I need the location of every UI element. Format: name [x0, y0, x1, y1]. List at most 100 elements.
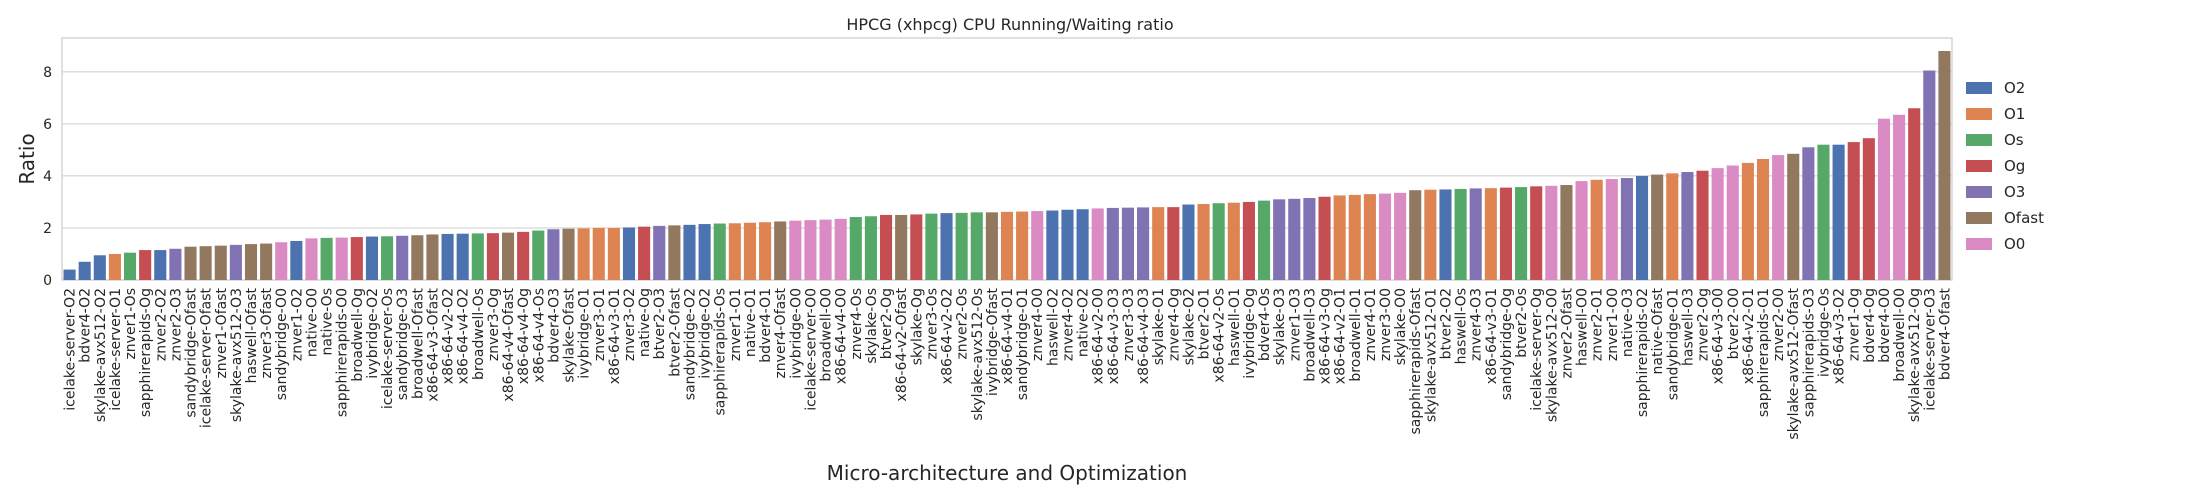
x-tick-label: native-O1: [743, 288, 759, 357]
bar: [517, 231, 530, 280]
legend-label: Os: [2004, 131, 2024, 149]
x-tick-label: skylake-avx512-Ofast: [1786, 287, 1802, 439]
bar: [1182, 204, 1195, 280]
x-tick-label: znver4-O3: [1469, 288, 1485, 361]
x-tick-label: btver2-Og: [879, 288, 895, 359]
x-tick-label: x86-64-v2-Os: [1212, 288, 1228, 383]
x-tick-label: broadwell-O1: [1348, 288, 1364, 382]
bar: [1938, 51, 1951, 280]
x-tick-label: skylake-Og: [909, 288, 925, 365]
bar: [154, 250, 167, 280]
x-tick-label: x86-64-v2-O2: [940, 288, 956, 384]
legend-swatch: [1966, 160, 1992, 172]
bar: [743, 222, 757, 280]
x-tick-label: native-O0: [304, 288, 320, 357]
x-tick-label: ivybridge-Og: [1242, 288, 1258, 379]
bar: [1031, 211, 1044, 280]
bar: [532, 230, 545, 280]
bar: [1726, 165, 1739, 280]
x-tick-label: btver2-Ofast: [667, 288, 683, 377]
x-tick-label: znver1-Og: [1847, 288, 1863, 361]
x-tick-label: haswell-O0: [1575, 288, 1591, 366]
x-tick-label: znver2-Ofast: [1559, 288, 1575, 379]
bar: [1908, 108, 1921, 281]
y-tick-label: 0: [43, 273, 52, 289]
x-tick-label: znver3-O3: [1121, 288, 1137, 361]
bar: [1923, 70, 1936, 280]
bar: [1515, 187, 1528, 280]
x-tick-label: broadwell-O0: [819, 288, 835, 382]
x-tick-label: x86-64-v3-O3: [1106, 288, 1122, 384]
x-tick-label: znver2-Og: [1696, 288, 1712, 361]
x-tick-label: haswell-O3: [1680, 288, 1696, 366]
bar: [1832, 144, 1845, 280]
bar: [1530, 186, 1543, 280]
bar: [759, 222, 772, 280]
bar: [1333, 195, 1346, 280]
x-tick-label: x86-64-v4-O0: [834, 288, 850, 384]
legend-swatch: [1966, 186, 1992, 198]
bar: [653, 225, 666, 280]
x-tick-label: znver1-O0: [1605, 288, 1621, 361]
x-tick-label: skylake-O0: [1393, 288, 1409, 365]
x-tick-label: znver2-O1: [1590, 288, 1606, 361]
x-tick-label: znver2-O2: [153, 288, 169, 361]
bar: [350, 237, 363, 280]
bar: [1560, 185, 1573, 280]
bar: [260, 243, 273, 280]
bar: [1635, 175, 1649, 280]
x-tick-label: znver4-O0: [1030, 288, 1046, 361]
x-tick-label: native-Os: [320, 288, 336, 355]
bar: [804, 220, 817, 280]
x-tick-label: broadwell-O0: [1892, 288, 1908, 382]
x-tick-label: bdver4-O3: [546, 288, 562, 363]
bar: [622, 227, 636, 280]
x-tick-label: sapphirerapids-O0: [335, 288, 351, 417]
bar: [940, 213, 953, 280]
bar: [1590, 179, 1603, 280]
x-tick-label: haswell-Os: [1454, 288, 1470, 364]
x-tick-label: btver2-O1: [1197, 288, 1213, 359]
x-tick-label: x86-64-v4-Og: [516, 288, 532, 384]
bar: [1484, 188, 1497, 280]
bars: [63, 51, 1951, 281]
x-tick-label: znver1-O2: [289, 288, 305, 361]
bar: [396, 235, 409, 280]
x-tick-label: haswell-O2: [1045, 288, 1061, 366]
x-tick-label: btver2-O3: [652, 288, 668, 359]
x-tick-label: ivybridge-O2: [365, 288, 381, 379]
x-tick-label: native-Ofast: [1650, 287, 1666, 374]
bar: [592, 227, 605, 280]
bar: [1620, 177, 1633, 280]
bar: [214, 245, 227, 280]
bar: [1348, 194, 1361, 280]
x-tick-label: ivybridge-O0: [788, 288, 804, 379]
legend-label: O1: [2004, 105, 2025, 123]
bar: [1772, 155, 1785, 280]
legend: O2 O1 Os Og O3 Ofast O0: [1966, 79, 2044, 253]
bar: [1711, 168, 1724, 280]
bar: [1076, 209, 1089, 280]
bar: [139, 250, 152, 280]
bar: [229, 244, 242, 280]
bar: [63, 269, 76, 280]
x-tick-label: znver3-Ofast: [259, 288, 275, 379]
bar: [1575, 181, 1588, 280]
x-tick-label: skylake-O1: [1151, 288, 1167, 365]
x-tick-label: x86-64-v2-Ofast: [894, 287, 910, 401]
x-tick-label: broadwell-Ofast: [410, 287, 426, 398]
bar: [199, 246, 212, 280]
bar: [1802, 147, 1815, 280]
x-tick-label: broadwell-Os: [471, 288, 487, 380]
x-tick-label: ivybridge-Ofast: [985, 287, 1001, 396]
bar: [1137, 207, 1150, 280]
bar: [638, 226, 651, 280]
x-tick-label: skylake-Ofast: [562, 288, 578, 383]
x-tick-label: znver3-O0: [1378, 288, 1394, 361]
bar: [1741, 162, 1754, 280]
y-tick-label: 4: [43, 169, 52, 185]
x-tick-label: icelake-server-Os: [380, 288, 396, 409]
x-axis-label: Micro-architecture and Optimization: [827, 461, 1188, 485]
x-tick-label: sandybridge-O0: [274, 288, 290, 400]
x-tick-label: btver2-Os: [1514, 288, 1530, 358]
